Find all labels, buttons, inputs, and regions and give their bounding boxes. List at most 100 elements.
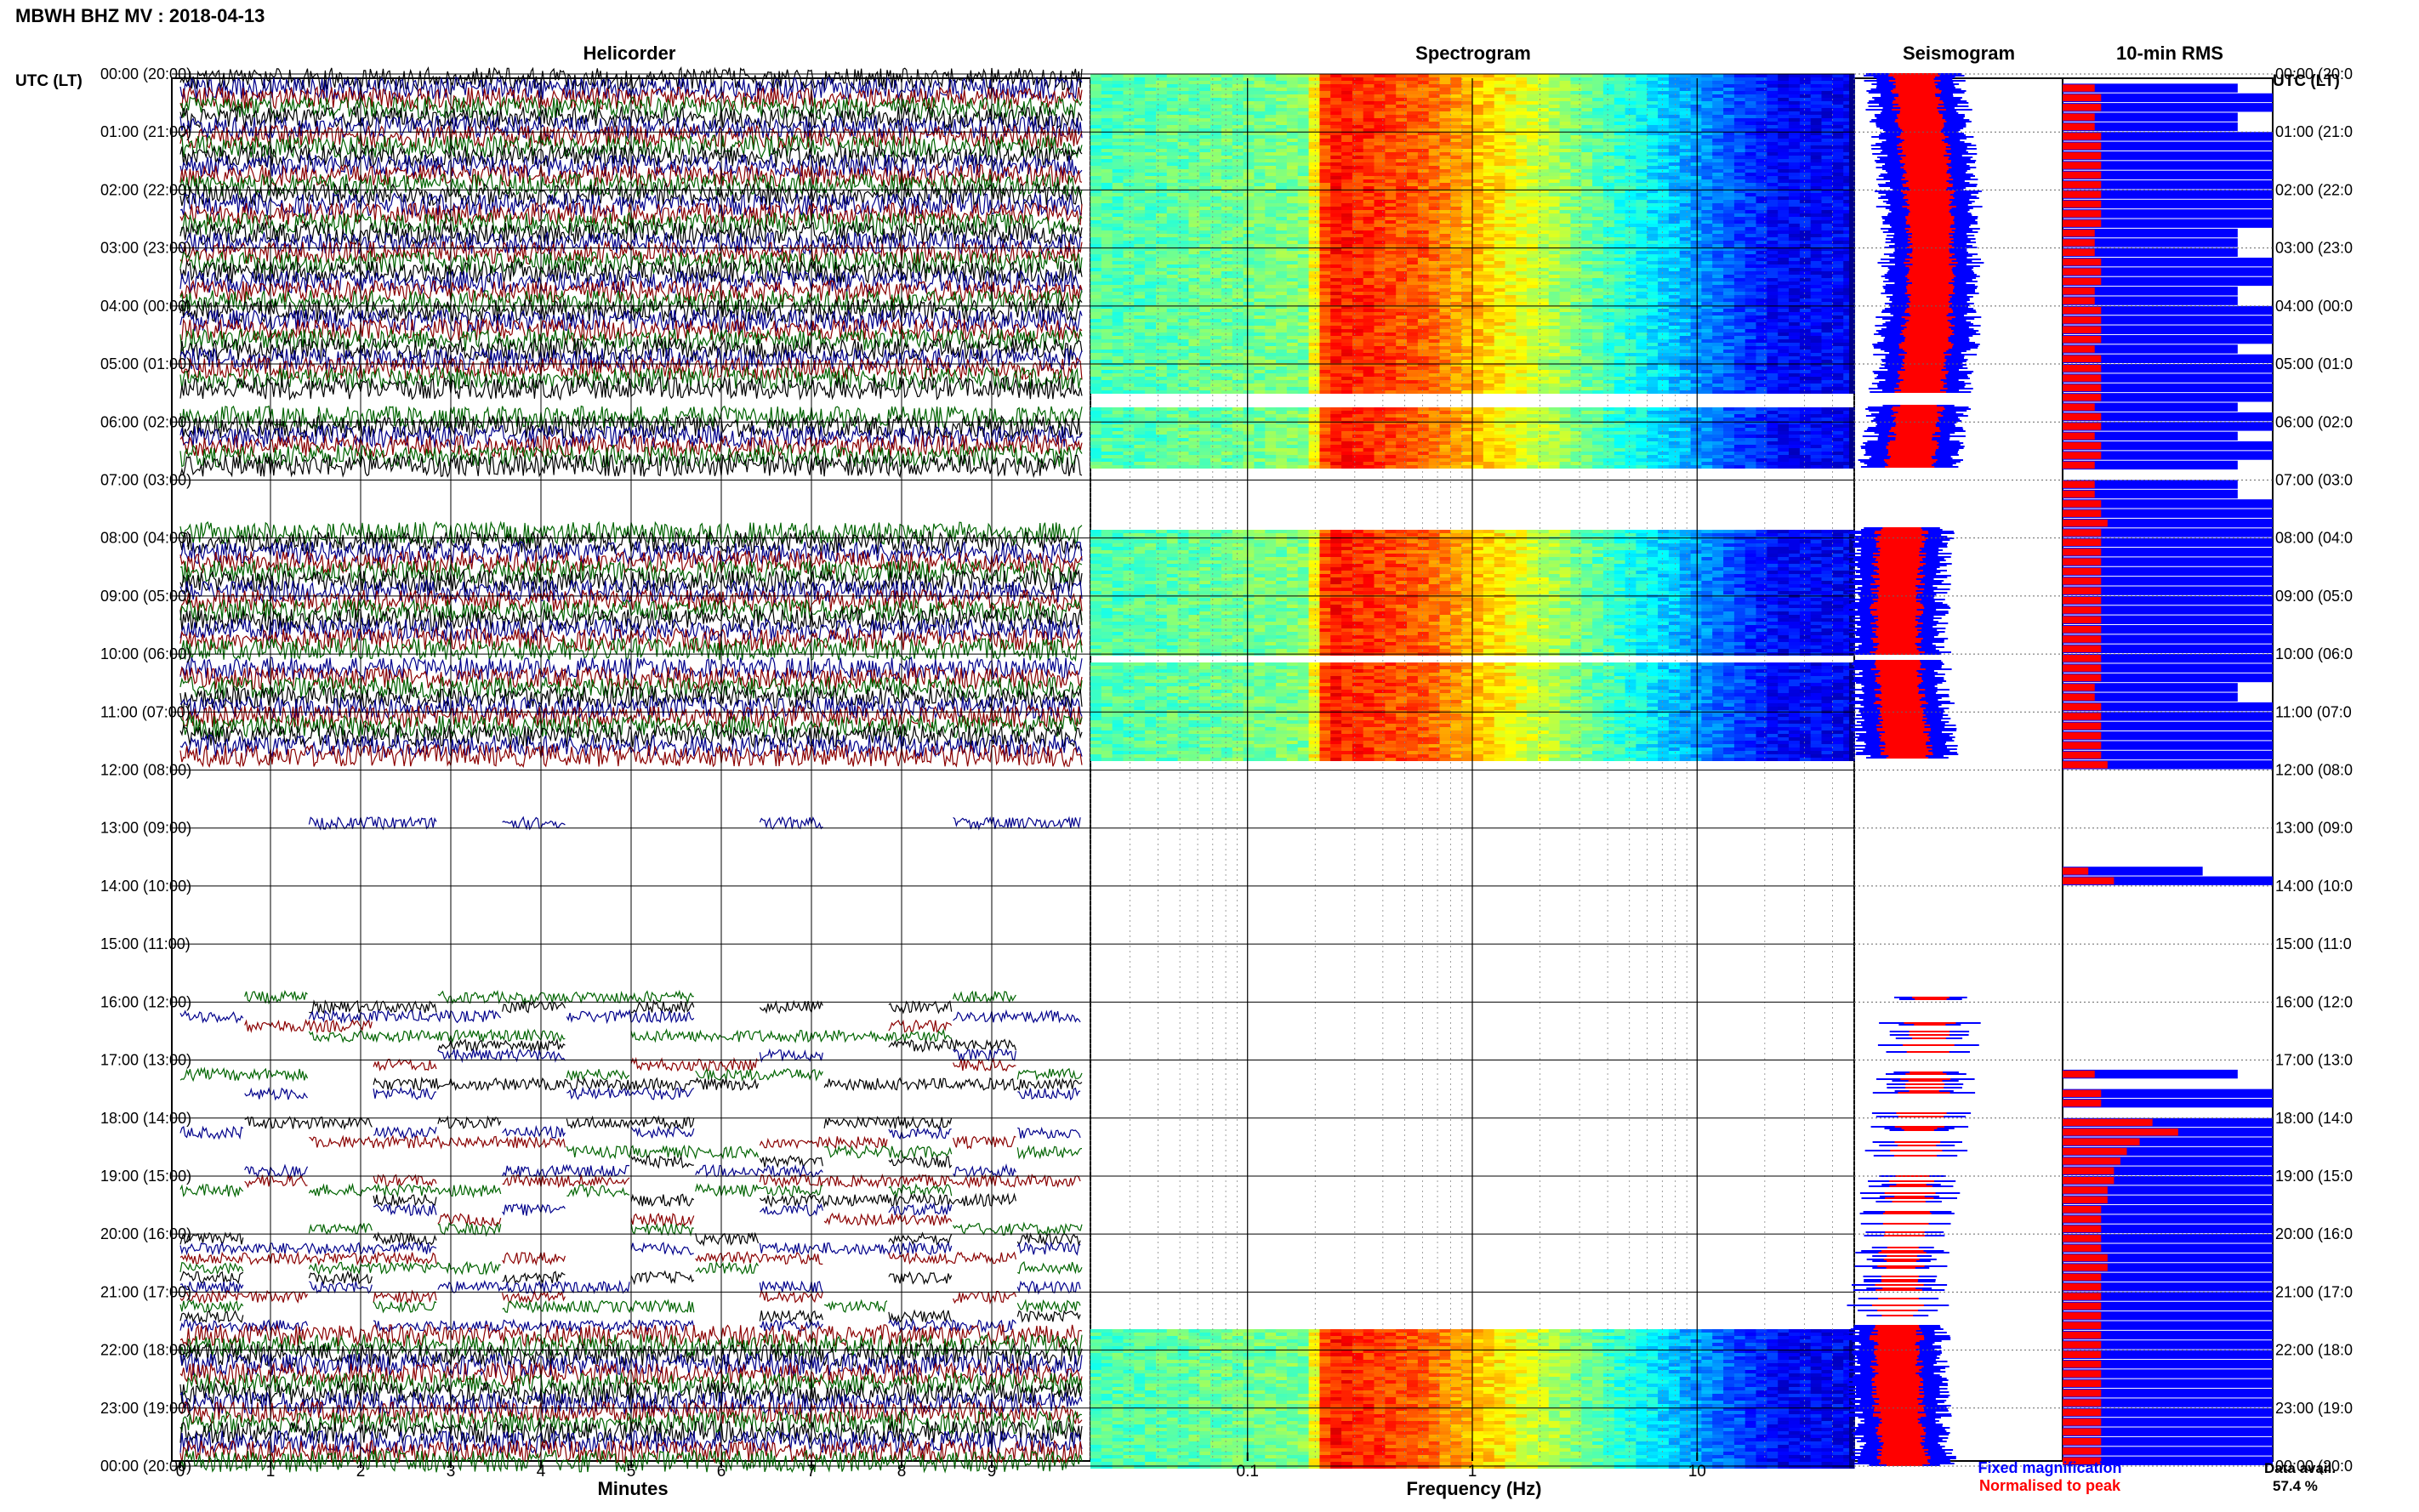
rms-normalised-bar — [2063, 519, 2108, 527]
freq-tick-label: 1 — [1468, 1463, 1477, 1481]
rms-normalised-bar — [2063, 229, 2095, 237]
rms-fixed-bar — [2063, 199, 2273, 209]
rms-fixed-bar — [2063, 315, 2273, 325]
rms-normalised-bar — [2063, 452, 2102, 459]
rms-fixed-bar — [2063, 750, 2273, 760]
rms-fixed-bar — [2063, 499, 2273, 509]
rms-normalised-bar — [2063, 480, 2095, 488]
time-label-right: 16:00 (12:0 — [2275, 993, 2353, 1010]
rms-fixed-bar — [2063, 460, 2238, 470]
time-label-left: 13:00 (09:00) — [100, 820, 191, 837]
rms-normalised-bar — [2063, 1322, 2102, 1329]
rms-fixed-bar — [2063, 431, 2238, 441]
minute-tick-label: 9 — [988, 1463, 997, 1481]
rms-normalised-bar — [2063, 1186, 2108, 1194]
rms-normalised-bar — [2063, 645, 2102, 653]
time-label-left: 15:00 (11:00) — [100, 935, 191, 952]
rms-title: 10-min RMS — [2116, 43, 2223, 64]
rms-fixed-bar — [2063, 673, 2273, 683]
time-label-right: 07:00 (03:0 — [2275, 471, 2353, 488]
rms-normalised-bar — [2063, 587, 2102, 594]
rms-normalised-bar — [2063, 1206, 2102, 1214]
rms-fixed-bar — [2063, 1311, 2273, 1321]
time-label-left: 02:00 (22:00) — [100, 181, 191, 198]
rms-normalised-bar — [2063, 1302, 2102, 1310]
rms-normalised-bar — [2063, 248, 2095, 256]
rms-fixed-bar — [2063, 731, 2273, 741]
rms-normalised-bar — [2063, 287, 2095, 295]
time-label-right: 15:00 (11:0 — [2275, 935, 2352, 952]
rms-fixed-bar — [2063, 1378, 2273, 1389]
rms-normalised-bar — [2063, 1244, 2102, 1252]
minute-tick-label: 7 — [807, 1463, 817, 1481]
time-label-left: 14:00 (10:00) — [100, 878, 191, 895]
rms-fixed-bar — [2063, 1089, 2273, 1099]
rms-fixed-bar — [2063, 1340, 2273, 1350]
time-label-left: 00:00 (20:00) — [100, 65, 191, 82]
time-label-right: 12:00 (08:0 — [2275, 762, 2353, 779]
rms-normalised-bar — [2063, 567, 2102, 576]
rms-fixed-bar — [2063, 112, 2238, 122]
minute-tick-label: 2 — [356, 1463, 366, 1481]
time-label-left: 19:00 (15:00) — [100, 1168, 191, 1185]
rms-normalised-bar — [2063, 1070, 2095, 1078]
rms-normalised-bar — [2063, 1447, 2102, 1455]
rms-normalised-bar — [2063, 162, 2102, 169]
time-label-right: 10:00 (06:0 — [2275, 645, 2353, 662]
time-label-left: 09:00 (05:00) — [100, 588, 191, 605]
rms-fixed-bar — [2063, 615, 2273, 624]
minute-tick-label: 8 — [897, 1463, 907, 1481]
time-label-left: 18:00 (14:00) — [100, 1110, 191, 1127]
rms-normalised-bar — [2063, 1360, 2102, 1368]
rms-fixed-bar — [2063, 1447, 2273, 1456]
rms-normalised-bar — [2063, 1312, 2102, 1320]
time-label-right: 02:00 (22:0 — [2275, 181, 2353, 198]
rms-fixed-bar — [2063, 528, 2273, 537]
rms-fixed-bar — [2063, 1407, 2273, 1418]
rms-normalised-bar — [2063, 549, 2102, 556]
rms-fixed-bar — [2063, 644, 2273, 654]
rms-normalised-bar — [2063, 1370, 2102, 1378]
rms-normalised-bar — [2063, 742, 2102, 749]
rms-fixed-bar — [2063, 170, 2273, 180]
rms-fixed-bar — [2063, 364, 2273, 373]
rms-fixed-bar — [2063, 83, 2238, 93]
time-label-right: 19:00 (15:0 — [2275, 1168, 2353, 1185]
time-label-right: 05:00 (01:0 — [2275, 355, 2353, 372]
rms-fixed-bar — [2063, 1205, 2273, 1214]
rms-fixed-bar — [2063, 122, 2238, 132]
rms-fixed-bar — [2063, 1253, 2273, 1263]
utc-header-right: UTC (LT) — [2273, 72, 2340, 90]
time-label-left: 20:00 (16:00) — [100, 1225, 191, 1242]
time-label-left: 01:00 (21:00) — [100, 123, 191, 140]
rms-normalised-bar — [2063, 345, 2095, 353]
rms-fixed-bar — [2063, 267, 2273, 276]
rms-normalised-bar — [2063, 412, 2102, 421]
time-label-right: 03:00 (23:0 — [2275, 240, 2353, 257]
rms-normalised-bar — [2063, 1089, 2102, 1098]
helicorder-trace — [1016, 1067, 1083, 1081]
rms-fixed-bar — [2063, 180, 2273, 190]
figure-title: MBWH BHZ MV : 2018-04-13 — [15, 5, 265, 26]
rms-fixed-bar — [2063, 876, 2273, 885]
rms-normalised-bar — [2063, 1341, 2102, 1349]
rms-normalised-bar — [2063, 142, 2102, 150]
rms-normalised-bar — [2063, 877, 2114, 884]
rms-fixed-bar — [2063, 209, 2273, 219]
time-label-right: 17:00 (13:0 — [2275, 1052, 2353, 1069]
rms-normalised-bar — [2063, 277, 2102, 286]
time-label-left: 16:00 (12:00) — [100, 993, 191, 1010]
rms-normalised-bar — [2063, 713, 2102, 720]
rms-normalised-bar — [2063, 558, 2102, 566]
rms-normalised-bar — [2063, 1147, 2127, 1156]
time-label-right: 06:00 (02:0 — [2275, 413, 2353, 430]
rms-fixed-bar — [2063, 654, 2273, 663]
minute-tick-label: 0 — [176, 1463, 185, 1481]
rms-fixed-bar — [2063, 509, 2273, 518]
time-label-right: 13:00 (09:0 — [2275, 820, 2353, 837]
minute-tick-label: 5 — [627, 1463, 636, 1481]
time-label-left: 22:00 (18:00) — [100, 1342, 191, 1359]
rms-normalised-bar — [2063, 1273, 2102, 1282]
time-label-left: 03:00 (23:00) — [100, 240, 191, 257]
